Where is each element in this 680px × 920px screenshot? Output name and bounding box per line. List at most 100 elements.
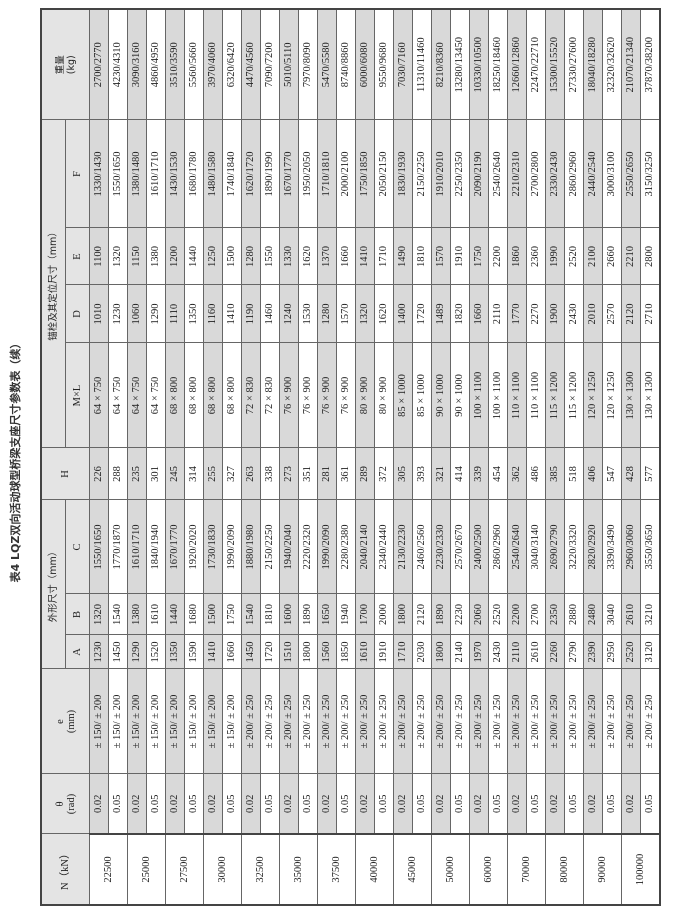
cell-n: 22500 xyxy=(89,834,128,905)
cell-f: 1670/1770 xyxy=(279,119,299,228)
header-n: N（kN） xyxy=(41,834,90,905)
cell-ml: 115 × 1200 xyxy=(545,342,565,448)
cell-weight: 7970/8090 xyxy=(298,8,318,120)
cell-b: 2120 xyxy=(412,594,432,635)
cell-c: 2280/2380 xyxy=(336,499,356,594)
cell-a: 1850 xyxy=(336,635,356,669)
cell-theta: 0.02 xyxy=(279,774,299,834)
table-row: 0.05 ± 200/ ± 250 2790 2880 3220/3320 518 115 … xyxy=(564,8,584,905)
cell-e: ± 150/ ± 200 xyxy=(165,669,185,774)
cell-c: 3390/3490 xyxy=(602,499,622,594)
cell-e-anchor: 1570 xyxy=(431,227,451,285)
cell-theta: 0.02 xyxy=(317,774,337,834)
table-row: 0.05 ± 200/ ± 250 2430 2520 2860/2960 454 100 … xyxy=(488,8,508,905)
cell-theta: 0.05 xyxy=(526,774,546,834)
cell-n: 32500 xyxy=(241,834,280,905)
header-anchor-dimensions: 锚栓及其定位尺寸（mm） xyxy=(41,119,66,448)
cell-h: 321 xyxy=(431,447,451,500)
header-outer-dimensions: 外形尺寸（mm） xyxy=(41,499,66,669)
cell-d: 1820 xyxy=(450,284,470,343)
cell-b: 1800 xyxy=(393,594,413,635)
cell-e-anchor: 1320 xyxy=(108,227,128,285)
cell-weight: 7090/7200 xyxy=(260,8,280,120)
cell-d: 1290 xyxy=(146,284,166,343)
cell-d: 1320 xyxy=(355,284,375,343)
cell-d: 1620 xyxy=(374,284,394,343)
cell-theta: 0.02 xyxy=(127,774,147,834)
cell-e-anchor: 2210 xyxy=(621,227,641,285)
cell-a: 1450 xyxy=(241,635,261,669)
header-weight-label: 重量 xyxy=(54,55,66,75)
table-body: 22500 0.02 ± 150/ ± 200 1230 1320 1550/1650 22… xyxy=(89,8,660,905)
cell-e: ± 200/ ± 250 xyxy=(640,669,660,774)
cell-c: 2960/3060 xyxy=(621,499,641,594)
cell-theta: 0.02 xyxy=(355,774,375,834)
cell-d: 1900 xyxy=(545,284,565,343)
cell-c: 1920/2020 xyxy=(184,499,204,594)
cell-a: 1590 xyxy=(184,635,204,669)
cell-weight: 22470/22710 xyxy=(526,8,546,120)
cell-a: 2030 xyxy=(412,635,432,669)
cell-d: 1570 xyxy=(336,284,356,343)
cell-ml: 72 × 830 xyxy=(260,342,280,448)
cell-weight: 13280/13450 xyxy=(450,8,470,120)
table-row: 40000 0.02 ± 200/ ± 250 1610 1700 2040/2140 28… xyxy=(355,8,394,905)
cell-d: 1720 xyxy=(412,284,432,343)
cell-e-anchor: 1990 xyxy=(545,227,565,285)
table-row: 100000 0.02 ± 200/ ± 250 2520 2610 2960/3060 4… xyxy=(621,8,660,905)
cell-ml: 110 × 1100 xyxy=(507,342,527,448)
cell-e: ± 200/ ± 250 xyxy=(564,669,584,774)
cell-d: 2120 xyxy=(621,284,641,343)
cell-theta: 0.02 xyxy=(89,774,109,834)
cell-c: 1730/1830 xyxy=(203,499,223,594)
cell-e-anchor: 1710 xyxy=(374,227,394,285)
cell-a: 1970 xyxy=(469,635,489,669)
cell-b: 1500 xyxy=(203,594,223,635)
cell-n: 37500 xyxy=(317,834,356,905)
cell-h: 362 xyxy=(507,447,527,500)
cell-n: 50000 xyxy=(431,834,470,905)
cell-ml: 115 × 1200 xyxy=(564,342,584,448)
cell-b: 2700 xyxy=(526,594,546,635)
header-e: e (mm) xyxy=(41,669,90,774)
cell-a: 1290 xyxy=(127,635,147,669)
cell-b: 2350 xyxy=(545,594,565,635)
header-theta-unit: (rad) xyxy=(65,793,77,815)
cell-theta: 0.05 xyxy=(184,774,204,834)
cell-d: 2430 xyxy=(564,284,584,343)
cell-a: 1410 xyxy=(203,635,223,669)
cell-d: 1400 xyxy=(393,284,413,343)
cell-b: 2000 xyxy=(374,594,394,635)
cell-c: 2540/2640 xyxy=(507,499,527,594)
cell-weight: 18040/18280 xyxy=(583,8,603,120)
cell-b: 2060 xyxy=(469,594,489,635)
cell-h: 226 xyxy=(89,447,109,500)
cell-e-anchor: 1370 xyxy=(317,227,337,285)
cell-e-anchor: 1250 xyxy=(203,227,223,285)
table-row: 70000 0.02 ± 200/ ± 250 2110 2200 2540/2640 36… xyxy=(507,8,546,905)
cell-b: 1540 xyxy=(108,594,128,635)
cell-b: 2200 xyxy=(507,594,527,635)
cell-e-anchor: 1330 xyxy=(279,227,299,285)
cell-b: 1440 xyxy=(165,594,185,635)
cell-f: 2050/2150 xyxy=(374,119,394,228)
cell-b: 2880 xyxy=(564,594,584,635)
cell-weight: 5470/5580 xyxy=(317,8,337,120)
cell-e: ± 200/ ± 250 xyxy=(621,669,641,774)
cell-d: 1410 xyxy=(222,284,242,343)
cell-e-anchor: 1620 xyxy=(298,227,318,285)
table-row: 0.05 ± 200/ ± 250 1850 1940 2280/2380 361 76 ×… xyxy=(336,8,356,905)
cell-theta: 0.05 xyxy=(108,774,128,834)
cell-a: 1910 xyxy=(374,635,394,669)
cell-c: 2340/2440 xyxy=(374,499,394,594)
table-row: 0.05 ± 150/ ± 200 1660 1750 1990/2090 327 68 ×… xyxy=(222,8,242,905)
table-row: 60000 0.02 ± 200/ ± 250 1970 2060 2400/2500 33… xyxy=(469,8,508,905)
cell-theta: 0.02 xyxy=(545,774,565,834)
cell-c: 2860/2960 xyxy=(488,499,508,594)
cell-ml: 68 × 800 xyxy=(165,342,185,448)
cell-e: ± 200/ ± 250 xyxy=(602,669,622,774)
cell-e: ± 200/ ± 250 xyxy=(393,669,413,774)
cell-e: ± 200/ ± 250 xyxy=(583,669,603,774)
cell-theta: 0.02 xyxy=(469,774,489,834)
cell-e: ± 200/ ± 250 xyxy=(450,669,470,774)
